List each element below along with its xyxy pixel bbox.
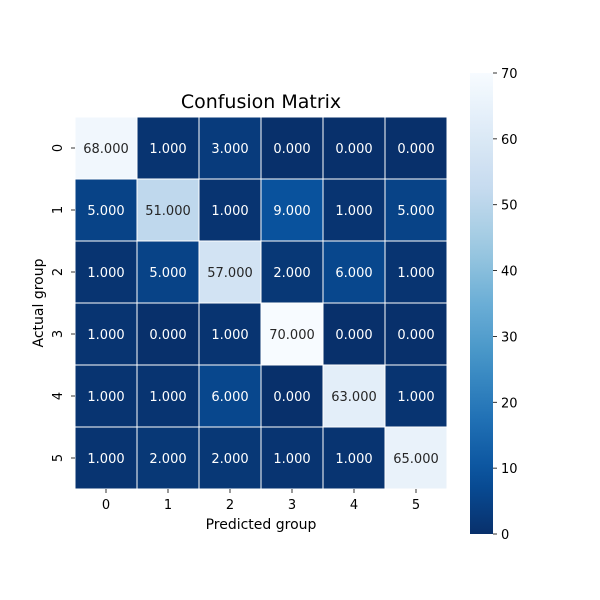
x-axis-label: Predicted group <box>206 517 317 533</box>
heatmap-cell-r4-c3 <box>260 364 324 428</box>
heatmap-cell-r5-c5 <box>384 426 448 490</box>
cell-label-r0-c1: 1.000 <box>149 142 186 157</box>
heatmap-cell-r4-c5 <box>384 364 448 428</box>
cell-label-r5-c1: 2.000 <box>149 452 186 467</box>
colorbar-tick-label-60: 60 <box>501 133 518 148</box>
x-tick-label-3: 3 <box>288 498 296 513</box>
heatmap-cell-r1-c3 <box>260 178 324 242</box>
cell-label-r5-c4: 1.000 <box>335 452 372 467</box>
heatmap-cell-r2-c5 <box>384 240 448 304</box>
colorbar <box>470 73 493 534</box>
cell-label-r4-c4: 63.000 <box>331 390 377 405</box>
heatmap-cell-r4-c4 <box>322 364 386 428</box>
cell-label-r1-c0: 5.000 <box>87 204 124 219</box>
x-tick-label-4: 4 <box>350 498 358 513</box>
y-tick-label-2: 2 <box>51 268 66 276</box>
cell-label-r3-c5: 0.000 <box>397 328 434 343</box>
cell-label-r5-c5: 65.000 <box>393 452 439 467</box>
colorbar-tick-label-50: 50 <box>501 199 518 214</box>
y-tick-label-5: 5 <box>51 454 66 462</box>
heatmap-cell-r0-c5 <box>384 116 448 180</box>
cell-label-r1-c4: 1.000 <box>335 204 372 219</box>
heatmap-cell-r2-c4 <box>322 240 386 304</box>
y-tick-label-1: 1 <box>51 206 66 214</box>
cell-label-r3-c3: 70.000 <box>269 328 315 343</box>
cell-label-r4-c0: 1.000 <box>87 390 124 405</box>
heatmap-cell-r0-c1 <box>136 116 200 180</box>
cell-label-r0-c4: 0.000 <box>335 142 372 157</box>
heatmap-cell-r1-c1 <box>136 178 200 242</box>
cell-label-r3-c1: 0.000 <box>149 328 186 343</box>
cell-label-r0-c2: 3.000 <box>211 142 248 157</box>
cell-label-r2-c0: 1.000 <box>87 266 124 281</box>
chart-title: Confusion Matrix <box>181 91 341 113</box>
colorbar-tick-label-10: 10 <box>501 462 518 477</box>
cell-label-r3-c0: 1.000 <box>87 328 124 343</box>
heatmap-cell-r5-c0 <box>74 426 138 490</box>
cell-label-r0-c5: 0.000 <box>397 142 434 157</box>
x-tick-label-0: 0 <box>102 498 110 513</box>
heatmap-cell-r0-c2 <box>198 116 262 180</box>
colorbar-tick-label-20: 20 <box>501 396 518 411</box>
heatmap-cell-labels: 68.000 1.000 3.000 0.000 0.000 0.000 5.000 51.0… <box>83 142 439 467</box>
cell-label-r2-c3: 2.000 <box>273 266 310 281</box>
cell-label-r3-c2: 1.000 <box>211 328 248 343</box>
heatmap-cell-r1-c5 <box>384 178 448 242</box>
heatmap-cell-r3-c4 <box>322 302 386 366</box>
y-tick-label-0: 0 <box>51 144 66 152</box>
heatmap-cell-r4-c0 <box>74 364 138 428</box>
colorbar-tick-label-30: 30 <box>501 330 518 345</box>
x-tick-label-1: 1 <box>164 498 172 513</box>
y-tick-label-4: 4 <box>51 392 66 400</box>
heatmap-cell-r3-c5 <box>384 302 448 366</box>
heatmap-cell-r4-c2 <box>198 364 262 428</box>
cell-label-r1-c5: 5.000 <box>397 204 434 219</box>
heatmap-cell-r3-c0 <box>74 302 138 366</box>
cell-label-r1-c2: 1.000 <box>211 204 248 219</box>
colorbar-tick-label-70: 70 <box>501 67 518 82</box>
heatmap-cell-r3-c3 <box>260 302 324 366</box>
cell-label-r1-c1: 51.000 <box>145 204 191 219</box>
colorbar-tick-label-0: 0 <box>501 528 509 543</box>
cell-label-r2-c1: 5.000 <box>149 266 186 281</box>
cell-label-r3-c4: 0.000 <box>335 328 372 343</box>
cell-label-r1-c3: 9.000 <box>273 204 310 219</box>
colorbar-ticks: 0 10 20 30 40 50 60 70 <box>493 67 518 543</box>
x-tick-label-2: 2 <box>226 498 234 513</box>
heatmap-cell-r3-c1 <box>136 302 200 366</box>
x-axis-ticks: 0 1 2 3 4 5 <box>102 489 420 513</box>
cell-label-r4-c2: 6.000 <box>211 390 248 405</box>
cell-label-r2-c4: 6.000 <box>335 266 372 281</box>
cell-label-r5-c3: 1.000 <box>273 452 310 467</box>
heatmap-cell-r3-c2 <box>198 302 262 366</box>
x-tick-label-5: 5 <box>412 498 420 513</box>
y-axis-label: Actual group <box>31 258 47 347</box>
heatmap-cells <box>74 116 448 490</box>
heatmap-cell-r2-c1 <box>136 240 200 304</box>
cell-label-r0-c0: 68.000 <box>83 142 129 157</box>
cell-label-r4-c5: 1.000 <box>397 390 434 405</box>
y-tick-label-3: 3 <box>51 330 66 338</box>
cell-label-r4-c3: 0.000 <box>273 390 310 405</box>
heatmap-cell-r2-c3 <box>260 240 324 304</box>
colorbar-tick-label-40: 40 <box>501 265 518 280</box>
cell-label-r4-c1: 1.000 <box>149 390 186 405</box>
cell-label-r2-c2: 57.000 <box>207 266 253 281</box>
y-axis-ticks: 0 1 2 3 4 5 <box>51 144 75 462</box>
cell-label-r5-c0: 1.000 <box>87 452 124 467</box>
cell-label-r0-c3: 0.000 <box>273 142 310 157</box>
heatmap-cell-r0-c0 <box>74 116 138 180</box>
cell-label-r2-c5: 1.000 <box>397 266 434 281</box>
cell-label-r5-c2: 2.000 <box>211 452 248 467</box>
